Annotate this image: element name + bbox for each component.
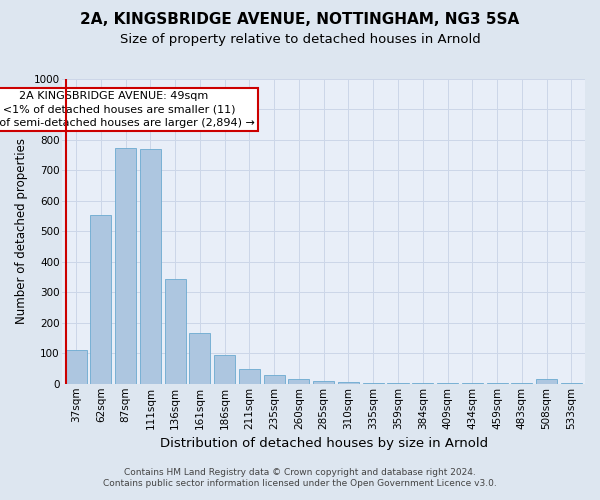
Bar xyxy=(214,355,235,384)
Bar xyxy=(536,379,557,384)
Bar xyxy=(164,278,185,384)
X-axis label: Distribution of detached houses by size in Arnold: Distribution of detached houses by size … xyxy=(160,437,488,450)
Bar xyxy=(115,148,136,384)
Bar xyxy=(338,382,359,384)
Bar xyxy=(263,374,285,384)
Bar xyxy=(91,214,112,384)
Bar xyxy=(190,334,211,384)
Bar xyxy=(239,368,260,384)
Bar xyxy=(65,350,86,384)
Bar xyxy=(289,379,310,384)
Y-axis label: Number of detached properties: Number of detached properties xyxy=(15,138,28,324)
Bar xyxy=(140,149,161,384)
Bar xyxy=(388,383,409,384)
Bar xyxy=(313,382,334,384)
Text: Contains HM Land Registry data © Crown copyright and database right 2024.
Contai: Contains HM Land Registry data © Crown c… xyxy=(103,468,497,487)
Text: 2A, KINGSBRIDGE AVENUE, NOTTINGHAM, NG3 5SA: 2A, KINGSBRIDGE AVENUE, NOTTINGHAM, NG3 … xyxy=(80,12,520,28)
Text: 2A KINGSBRIDGE AVENUE: 49sqm
← <1% of detached houses are smaller (11)
99% of se: 2A KINGSBRIDGE AVENUE: 49sqm ← <1% of de… xyxy=(0,91,255,128)
Text: Size of property relative to detached houses in Arnold: Size of property relative to detached ho… xyxy=(119,32,481,46)
Bar xyxy=(363,383,384,384)
